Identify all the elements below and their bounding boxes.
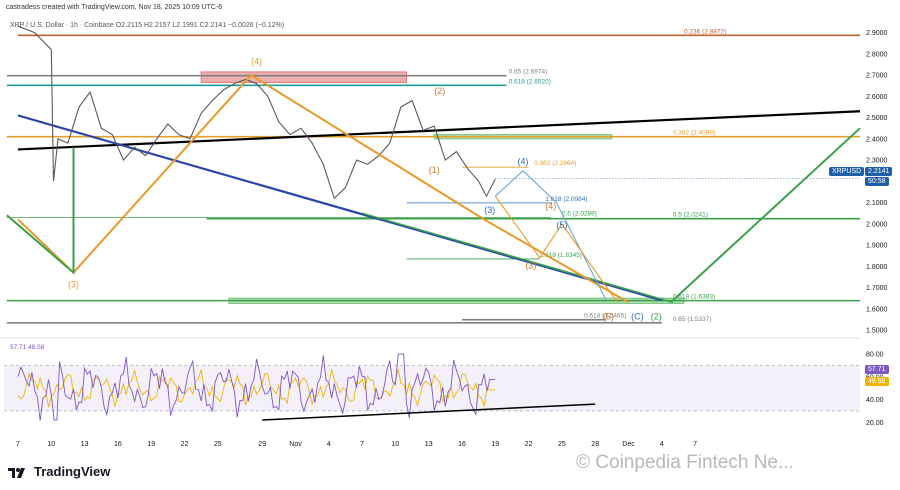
x-tick-label-13: 16 bbox=[458, 441, 466, 448]
rsi-ma-tag-value: 48.58 bbox=[865, 377, 889, 386]
x-tick-label-8: Nov bbox=[289, 441, 302, 448]
wave-path-orange-projection bbox=[494, 195, 618, 303]
x-tick-label-14: 19 bbox=[491, 441, 499, 448]
x-tick-label-12: 13 bbox=[425, 441, 433, 448]
trendline-lower-channel-blue bbox=[17, 114, 663, 302]
y-tick-label-1: 2.8000 bbox=[866, 51, 888, 58]
rsi-y-tick-label-0: 80.00 bbox=[866, 352, 884, 359]
rsi-y-tick-label-3: 20.00 bbox=[866, 420, 884, 427]
rsi-ma-line bbox=[17, 369, 496, 408]
y-tick-label-2: 2.7000 bbox=[866, 73, 888, 80]
x-tick-label-20: 7 bbox=[693, 441, 697, 448]
wave-label-9: (5) bbox=[603, 311, 614, 321]
fib-level-label-0: 0.236 (2.8872) bbox=[684, 28, 726, 35]
y-tick-label-11: 1.8000 bbox=[866, 264, 888, 271]
price-series-line bbox=[17, 25, 496, 200]
trendline-lower-channel-green bbox=[361, 212, 674, 304]
x-tick-label-10: 7 bbox=[360, 441, 364, 448]
fib-level-label-4: 0.382 (2.2664) bbox=[534, 160, 576, 167]
wave-label-8: (3) bbox=[525, 260, 536, 270]
wave-label-11: (2) bbox=[651, 311, 662, 321]
wave-label-6: (4) bbox=[545, 201, 556, 211]
fib-level-label-10: 0.65 (1.5337) bbox=[673, 316, 712, 323]
x-tick-label-11: 10 bbox=[392, 441, 400, 448]
trendline-upper-channel bbox=[17, 110, 861, 151]
y-tick-label-0: 2.9000 bbox=[866, 30, 888, 37]
x-tick-label-5: 22 bbox=[181, 441, 189, 448]
x-tick-label-7: 29 bbox=[258, 441, 266, 448]
fib-level-label-3: 0.382 (2.4099) bbox=[673, 130, 715, 137]
fib-level-label-1: 0.65 (2.6974) bbox=[509, 69, 548, 76]
y-tick-label-12: 1.7000 bbox=[866, 285, 888, 292]
x-tick-label-6: 25 bbox=[214, 441, 222, 448]
wave-label-10: (C) bbox=[631, 311, 644, 321]
chart-credit: castradess created with TradingView.com,… bbox=[6, 4, 223, 11]
wave-label-0: (4) bbox=[251, 56, 262, 66]
y-tick-label-8: 2.1000 bbox=[866, 200, 888, 207]
fib-level-label-7: 0.5 (2.0241) bbox=[673, 212, 708, 219]
rsi-header-label: 57.71 48.58 bbox=[10, 344, 45, 351]
y-tick-label-10: 1.9000 bbox=[866, 243, 888, 250]
x-tick-label-4: 19 bbox=[147, 441, 155, 448]
wave-path-green-projection bbox=[6, 147, 75, 275]
tradingview-logo-text: TradingView bbox=[34, 464, 111, 479]
watermark: © Coinpedia Fintech Ne... bbox=[576, 452, 794, 473]
zone-resistance bbox=[200, 71, 407, 84]
rsi-trendline bbox=[262, 403, 596, 421]
tradingview-logo[interactable]: TradingView bbox=[8, 464, 110, 479]
wave-label-3: (1) bbox=[429, 165, 440, 175]
y-tick-label-4: 2.5000 bbox=[866, 115, 888, 122]
wave-path-green-future bbox=[672, 127, 861, 302]
x-tick-label-18: Dec bbox=[622, 441, 635, 448]
y-tick-label-3: 2.6000 bbox=[866, 94, 888, 101]
price-tag-symbol: XRPUSD bbox=[829, 167, 865, 176]
fib-level-label-11: 0.618 (1.5485) bbox=[584, 313, 626, 320]
x-tick-label-16: 25 bbox=[558, 441, 566, 448]
x-tick-label-9: 4 bbox=[327, 441, 331, 448]
rsi-line bbox=[17, 353, 496, 421]
x-tick-label-3: 16 bbox=[114, 441, 122, 448]
fib-level-label-5: 1.618 (2.0984) bbox=[545, 196, 587, 203]
symbol-ohlc-line: XRP / U.S. Dollar · 1h · Coinbase O2.211… bbox=[10, 22, 285, 29]
x-tick-label-0: 7 bbox=[16, 441, 20, 448]
tradingview-logo-icon bbox=[8, 466, 30, 478]
x-tick-label-17: 28 bbox=[591, 441, 599, 448]
wave-label-1: (3) bbox=[68, 280, 79, 290]
y-tick-label-14: 1.5000 bbox=[866, 328, 888, 335]
y-tick-label-5: 2.4000 bbox=[866, 136, 888, 143]
x-tick-label-2: 13 bbox=[81, 441, 89, 448]
y-tick-label-6: 2.3000 bbox=[866, 158, 888, 165]
wave-label-4: (4) bbox=[518, 156, 529, 166]
fib-level-label-2: 0.618 (2.6520) bbox=[509, 78, 551, 85]
fib-level-label-6: 0.5 (2.0289) bbox=[562, 211, 597, 218]
wave-label-2: (2) bbox=[434, 86, 445, 96]
x-tick-label-15: 22 bbox=[525, 441, 533, 448]
y-tick-label-9: 2.0000 bbox=[866, 221, 888, 228]
price-tag-countdown: 50:58 bbox=[865, 177, 889, 186]
rsi-tag-value: 57.71 bbox=[865, 365, 889, 374]
x-tick-label-1: 10 bbox=[47, 441, 55, 448]
wave-label-5: (3) bbox=[484, 205, 495, 215]
fib-level-label-9: 0.618 (1.6383) bbox=[673, 294, 715, 301]
x-tick-label-19: 4 bbox=[660, 441, 664, 448]
fib-level-label-8: 2.618 (1.8345) bbox=[540, 252, 582, 259]
price-tag-value: 2.2141 bbox=[865, 167, 893, 176]
rsi-y-tick-label-2: 40.00 bbox=[866, 397, 884, 404]
y-tick-label-13: 1.6000 bbox=[866, 306, 888, 313]
wave-label-7: (5) bbox=[556, 220, 567, 230]
